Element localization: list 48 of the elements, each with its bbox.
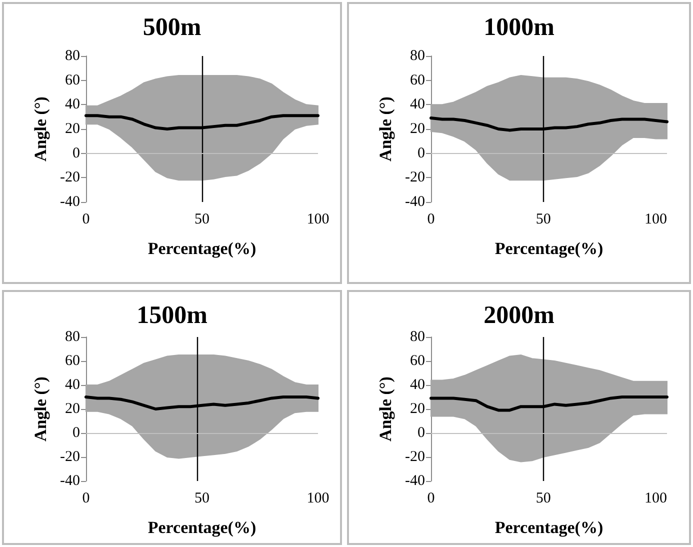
y-tick-label: 60 [65, 72, 80, 88]
y-tick-label: 0 [418, 145, 425, 162]
x-tick-label: 100 [306, 490, 330, 506]
x-axis-title: Percentage(%) [148, 239, 256, 258]
x-axis-title: Percentage(%) [494, 239, 604, 258]
chart-title: 500m [142, 14, 202, 41]
x-axis-title: Percentage(%) [148, 518, 256, 537]
x-axis-title: Percentage(%) [494, 518, 604, 537]
y-axis-title: Angle (°) [31, 376, 50, 442]
x-tick-label: 50 [536, 212, 551, 228]
y-tick-label: -40 [405, 194, 425, 210]
chart-title: 2000m [484, 302, 555, 329]
chart-title: 1000m [484, 14, 555, 41]
y-tick-label: 80 [410, 48, 425, 64]
y-tick-label: -40 [60, 473, 80, 489]
y-tick-label: 20 [65, 121, 80, 137]
y-axis-title: Angle (°) [31, 96, 50, 162]
y-tick-label: -40 [405, 473, 425, 489]
y-tick-label: 0 [72, 425, 80, 441]
y-tick-label: -20 [405, 449, 425, 465]
chart-title: 1500m [136, 302, 208, 329]
x-tick-label: 50 [194, 490, 210, 506]
y-tick-label: 20 [65, 401, 80, 417]
y-tick-label: 40 [410, 377, 425, 393]
y-tick-label: -20 [405, 170, 425, 186]
y-tick-label: 80 [65, 329, 80, 345]
y-tick-label: -20 [60, 449, 80, 465]
y-tick-label: 80 [65, 48, 80, 64]
y-tick-label: 0 [418, 425, 425, 441]
y-axis-title: Angle (°) [376, 376, 396, 442]
x-tick-label: 100 [644, 212, 668, 228]
x-tick-label: 100 [306, 212, 330, 228]
y-tick-label: -40 [60, 194, 80, 210]
y-tick-label: 20 [410, 401, 425, 417]
y-tick-label: -20 [60, 170, 80, 186]
y-axis-title: Angle (°) [376, 96, 396, 162]
y-tick-label: 40 [65, 377, 80, 393]
y-tick-label: 60 [65, 353, 80, 369]
y-tick-label: 0 [72, 145, 80, 162]
x-tick-label: 100 [644, 490, 668, 506]
x-tick-label: 50 [536, 490, 551, 506]
y-tick-label: 20 [410, 121, 425, 137]
y-tick-label: 60 [410, 353, 425, 369]
x-tick-label: 50 [194, 212, 210, 228]
y-tick-label: 40 [65, 96, 80, 113]
y-tick-label: 80 [410, 329, 425, 345]
y-tick-label: 40 [410, 96, 425, 113]
y-tick-label: 60 [410, 72, 425, 88]
